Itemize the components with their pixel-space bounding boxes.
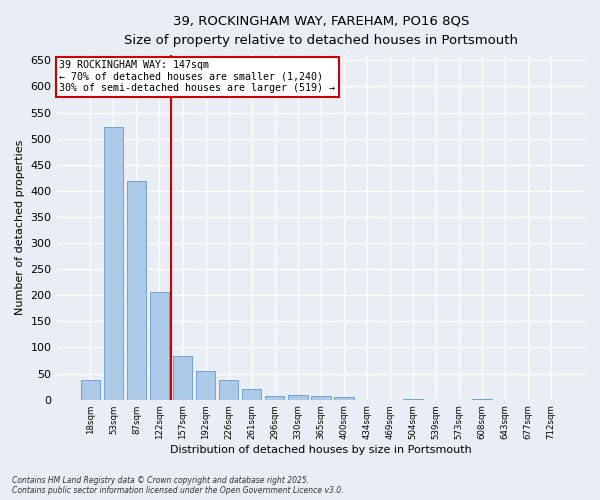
Bar [311, 396, 331, 400]
Bar [334, 397, 353, 400]
Bar [104, 127, 123, 400]
Bar [127, 182, 146, 400]
Bar [149, 292, 169, 400]
Bar [403, 398, 423, 400]
Title: 39, ROCKINGHAM WAY, FAREHAM, PO16 8QS
Size of property relative to detached hous: 39, ROCKINGHAM WAY, FAREHAM, PO16 8QS Si… [124, 15, 518, 47]
Bar [242, 390, 262, 400]
Bar [472, 399, 492, 400]
Text: Contains HM Land Registry data © Crown copyright and database right 2025.
Contai: Contains HM Land Registry data © Crown c… [12, 476, 343, 495]
Bar [173, 356, 193, 400]
Bar [288, 395, 308, 400]
X-axis label: Distribution of detached houses by size in Portsmouth: Distribution of detached houses by size … [170, 445, 472, 455]
Bar [196, 371, 215, 400]
Y-axis label: Number of detached properties: Number of detached properties [15, 140, 25, 315]
Bar [219, 380, 238, 400]
Text: 39 ROCKINGHAM WAY: 147sqm
← 70% of detached houses are smaller (1,240)
30% of se: 39 ROCKINGHAM WAY: 147sqm ← 70% of detac… [59, 60, 335, 94]
Bar [265, 396, 284, 400]
Bar [80, 380, 100, 400]
